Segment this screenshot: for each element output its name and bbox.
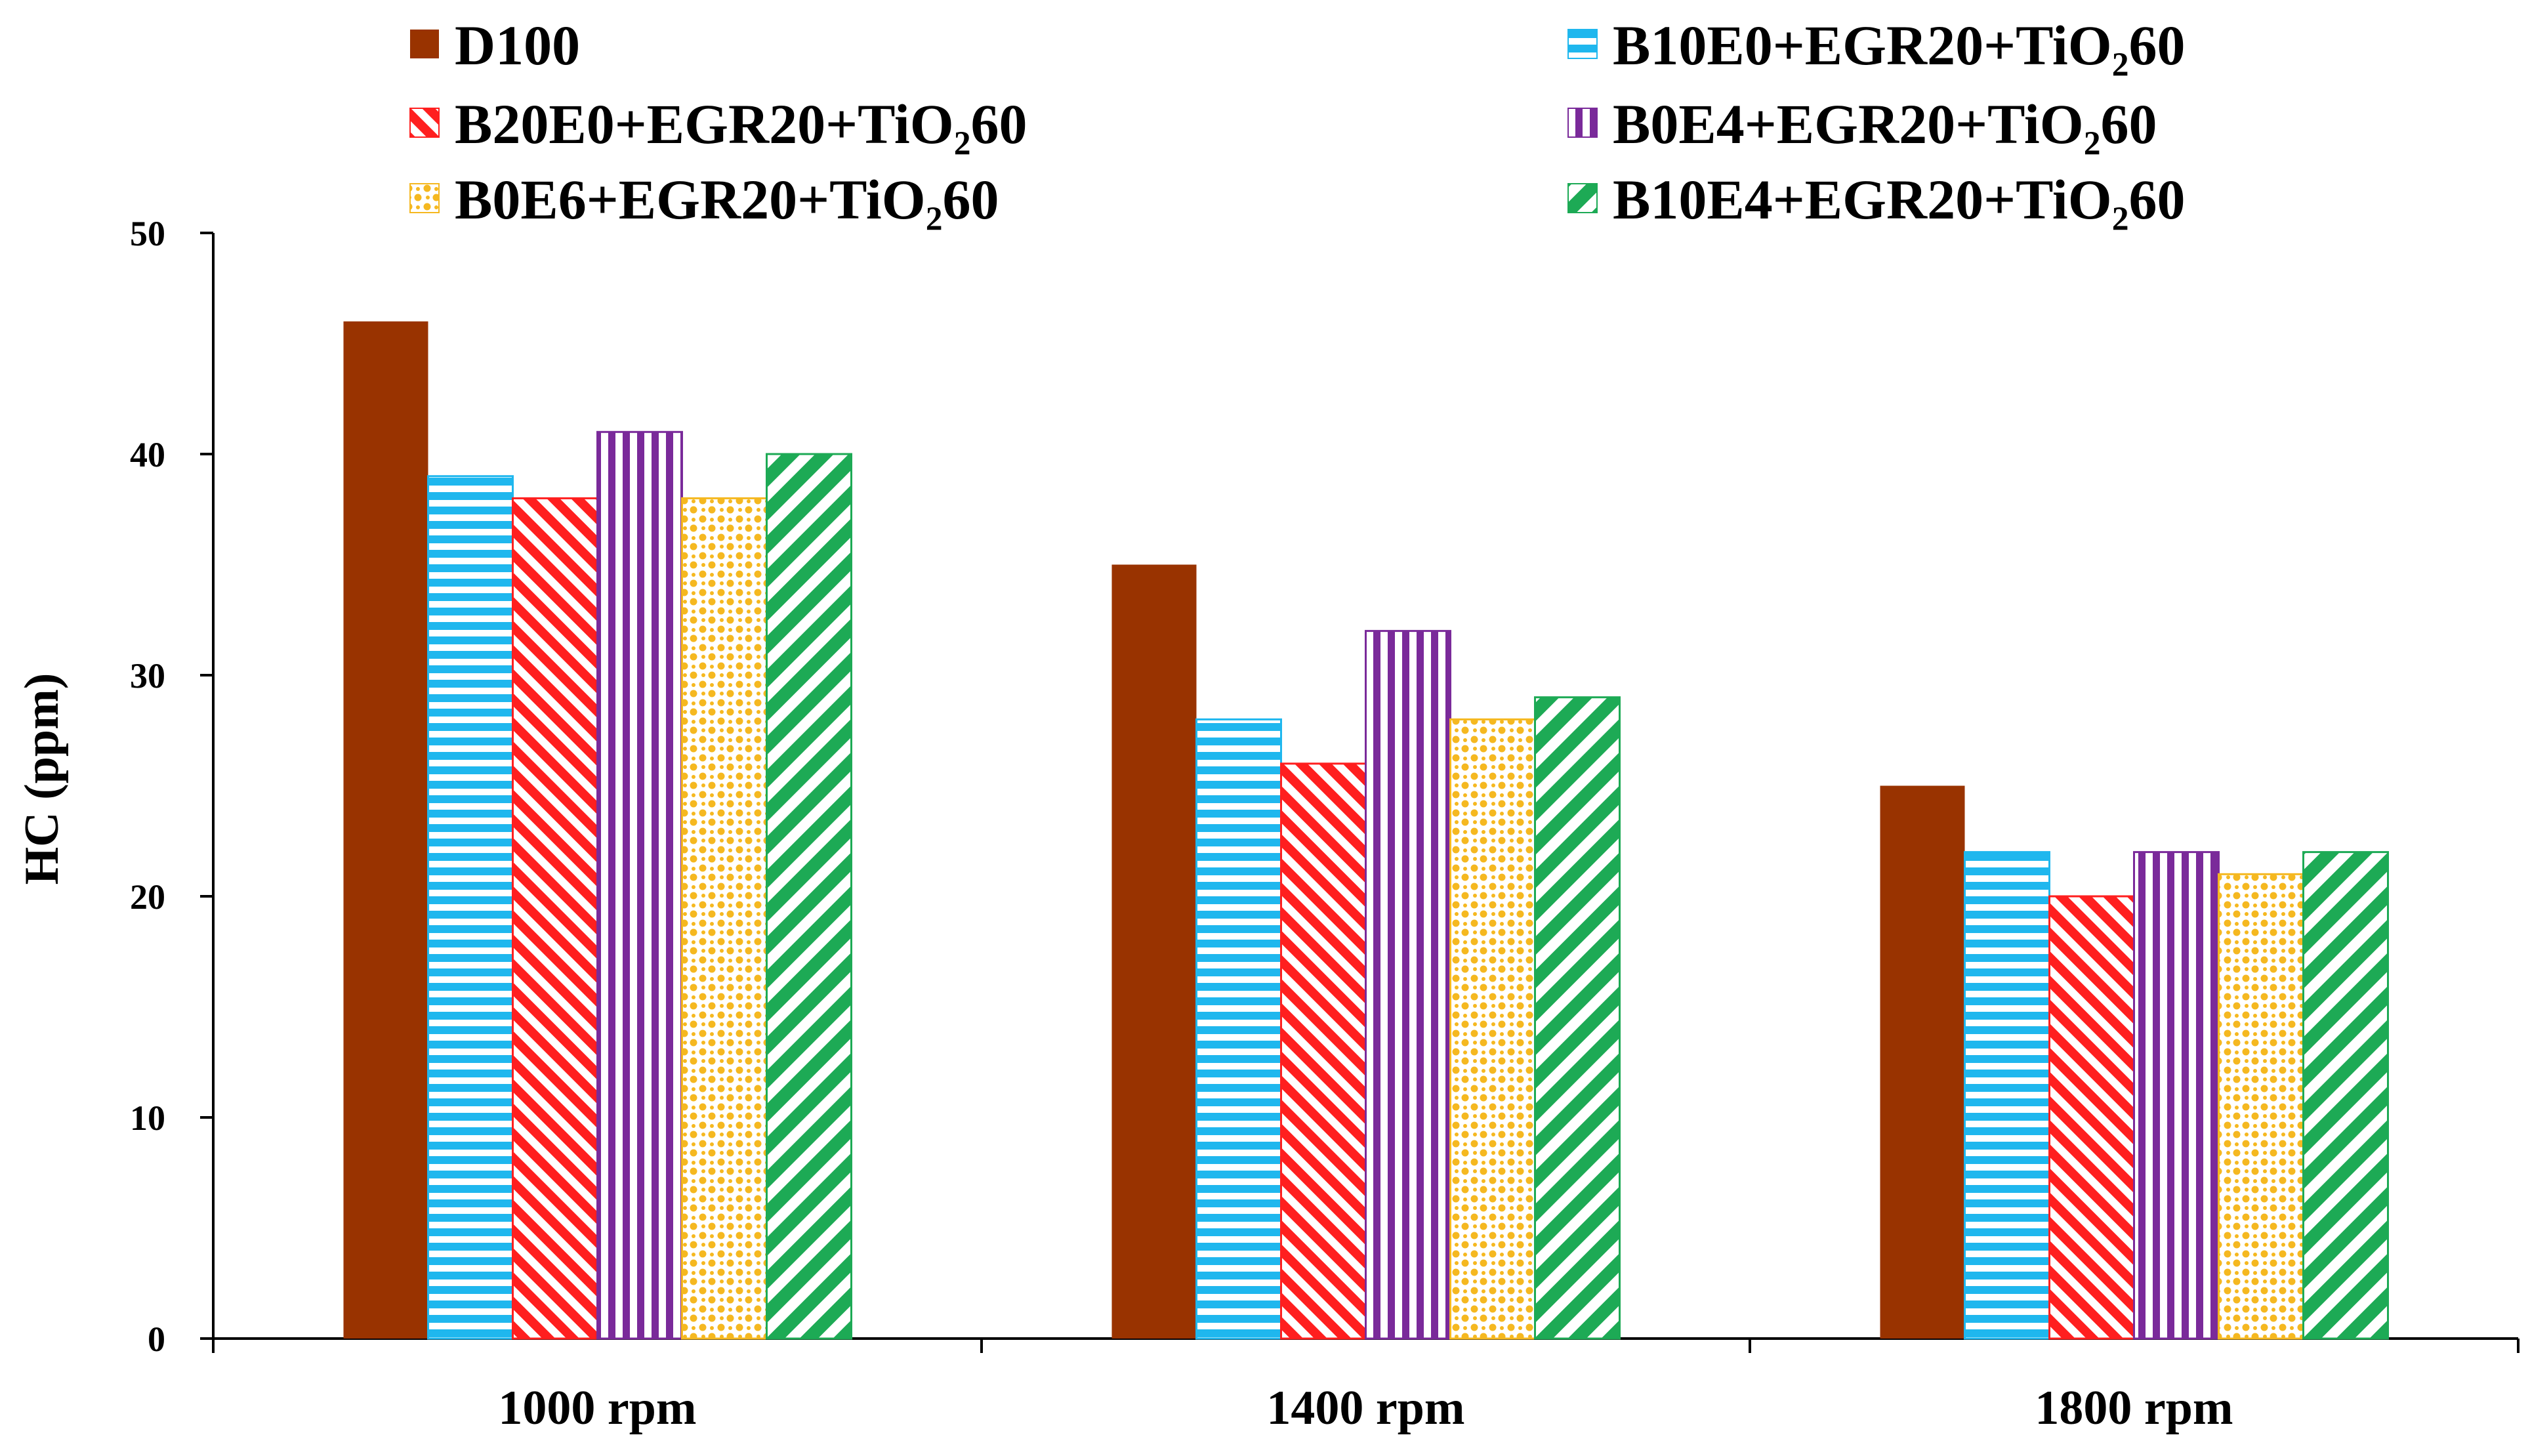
bar-b0e4-egr20-tio-60-1400-rpm — [1365, 630, 1451, 1340]
y-tick-label: 50 — [130, 214, 165, 253]
category-label-1800-rpm: 1800 rpm — [2035, 1381, 2233, 1435]
bar-b20e0-egr20-tio-60-1000-rpm — [512, 497, 598, 1340]
bar-b10e4-egr20-tio-60-1000-rpm — [766, 453, 852, 1340]
legend-label-b20e0-egr20-tio-60: B20E0+EGR20+TiO₂60 — [455, 93, 1027, 156]
legend-label-b0e4-egr20-tio-60: B0E4+EGR20+TiO₂60 — [1613, 93, 2157, 156]
legend-swatch-b20e0-egr20-tio-60 — [409, 108, 440, 138]
bar-b20e0-egr20-tio-60-1400-rpm — [1280, 762, 1367, 1340]
bar-b10e4-egr20-tio-60-1800-rpm — [2302, 851, 2389, 1340]
legend-label-b10e0-egr20-tio-60: B10E0+EGR20+TiO₂60 — [1613, 14, 2185, 77]
category-label-1000-rpm: 1000 rpm — [498, 1381, 696, 1435]
x-ticks — [212, 1339, 2520, 1353]
legend-swatch-b10e4-egr20-tio-60 — [1567, 183, 1598, 213]
legend-label-d100: D100 — [455, 14, 580, 77]
y-axis-title: HC (ppm) — [15, 673, 69, 885]
bar-b0e6-egr20-tio-60-1800-rpm — [2218, 873, 2304, 1340]
bar-b0e4-egr20-tio-60-1000-rpm — [596, 430, 683, 1340]
legend-label-b10e4-egr20-tio-60: B10E4+EGR20+TiO₂60 — [1613, 168, 2185, 231]
y-tick-label: 10 — [130, 1098, 165, 1138]
legend-label-b0e6-egr20-tio-60: B0E6+EGR20+TiO₂60 — [455, 168, 999, 231]
y-tick-label: 20 — [130, 877, 165, 917]
y-tick-label: 0 — [148, 1320, 165, 1359]
y-ticks: 0 10 20 30 40 50 — [130, 214, 213, 1359]
plot-area: 0 10 20 30 40 50 1000 rpm 1400 rpm 1800 rpm — [130, 214, 2520, 1435]
category-label-1400-rpm: 1400 rpm — [1266, 1381, 1464, 1435]
bar-d100-1800-rpm — [1880, 785, 1965, 1339]
bar-b10e4-egr20-tio-60-1400-rpm — [1534, 696, 1621, 1340]
legend-swatch-b0e4-egr20-tio-60 — [1567, 108, 1598, 138]
bar-b0e4-egr20-tio-60-1800-rpm — [2133, 851, 2220, 1340]
bar-b20e0-egr20-tio-60-1800-rpm — [2048, 895, 2135, 1340]
bar-b0e6-egr20-tio-60-1000-rpm — [681, 497, 768, 1340]
bars — [343, 321, 2389, 1340]
legend-swatch-d100 — [410, 30, 439, 58]
bar-d100-1400-rpm — [1111, 564, 1197, 1339]
y-tick-label: 40 — [130, 435, 165, 474]
bar-b10e0-egr20-tio-60-1800-rpm — [1964, 851, 2050, 1340]
bar-b0e6-egr20-tio-60-1400-rpm — [1449, 718, 1536, 1340]
bar-d100-1000-rpm — [343, 321, 428, 1339]
legend-swatch-b10e0-egr20-tio-60 — [1567, 29, 1598, 59]
category-labels: 1000 rpm 1400 rpm 1800 rpm — [498, 1381, 2233, 1435]
legend-swatch-b0e6-egr20-tio-60 — [409, 183, 440, 213]
bar-b10e0-egr20-tio-60-1400-rpm — [1195, 718, 1282, 1340]
bar-b10e0-egr20-tio-60-1000-rpm — [427, 475, 514, 1340]
y-tick-label: 30 — [130, 656, 165, 696]
legend: D100 B10E0+EGR20+TiO₂60 B20E0+EGR20+TiO₂60… — [409, 14, 2185, 231]
